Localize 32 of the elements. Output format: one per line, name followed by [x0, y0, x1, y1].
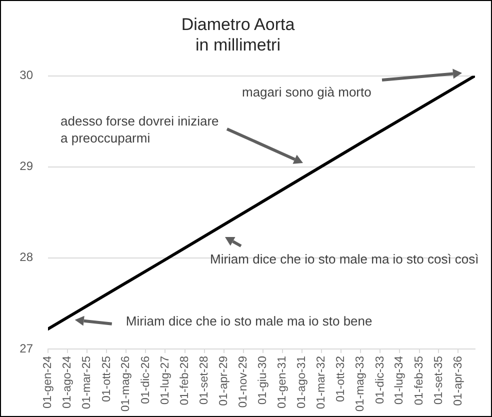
- x-tick-label: 01-dic-33: [374, 356, 386, 404]
- y-tick-label: 30: [20, 68, 34, 82]
- chart-title: Diametro Aorta: [181, 14, 296, 34]
- y-tick-label: 29: [20, 159, 34, 174]
- x-tick-label: 01-apr-36: [452, 356, 464, 406]
- x-tick-label: 01-feb-28: [178, 356, 191, 406]
- x-tick-label: 01-lug-27: [159, 356, 172, 405]
- x-tick-label: 01-mag-33: [354, 356, 367, 412]
- annotation: Miriam dice che io sto male ma io sto bene: [126, 313, 372, 328]
- y-tick-label: 27: [20, 341, 34, 356]
- x-tick-label: 01-ago-24: [62, 355, 74, 408]
- annotation: Miriam dice che io sto male ma io sto così così: [210, 252, 479, 267]
- x-tick-label: 01-mar-25: [81, 356, 94, 410]
- x-tick-label: 01-mar-32: [316, 356, 328, 410]
- x-tick-label: 01-feb-35: [413, 356, 426, 406]
- x-tick-label: 01-set-28: [198, 356, 211, 405]
- annotation: adesso forse dovrei iniziare a preoccuparmi: [60, 114, 219, 146]
- y-tick-label: 28: [20, 250, 34, 264]
- x-tick-label: 01-gen-24: [42, 355, 54, 408]
- x-tick-label: 01-lug-34: [394, 355, 406, 405]
- x-tick-label: 01-apr-29: [218, 356, 230, 406]
- x-tick-label: 01-ott-32: [335, 356, 348, 402]
- x-tick-label: 01-set-35: [432, 356, 445, 405]
- chart-subtitle: in millimetri: [196, 35, 280, 54]
- x-tick-label: 01-gen-31: [276, 356, 289, 408]
- x-tick-label: 01-nov-29: [238, 356, 250, 408]
- x-tick-label: 01-giu-30: [257, 356, 269, 405]
- x-tick-label: 01-ago-31: [296, 356, 308, 408]
- x-tick-label: 01-dic-26: [140, 356, 152, 404]
- annotation: magari sono già morto: [242, 84, 372, 100]
- x-tick-label: 01-ott-25: [100, 356, 113, 402]
- x-tick-label: 01-mag-26: [120, 356, 132, 412]
